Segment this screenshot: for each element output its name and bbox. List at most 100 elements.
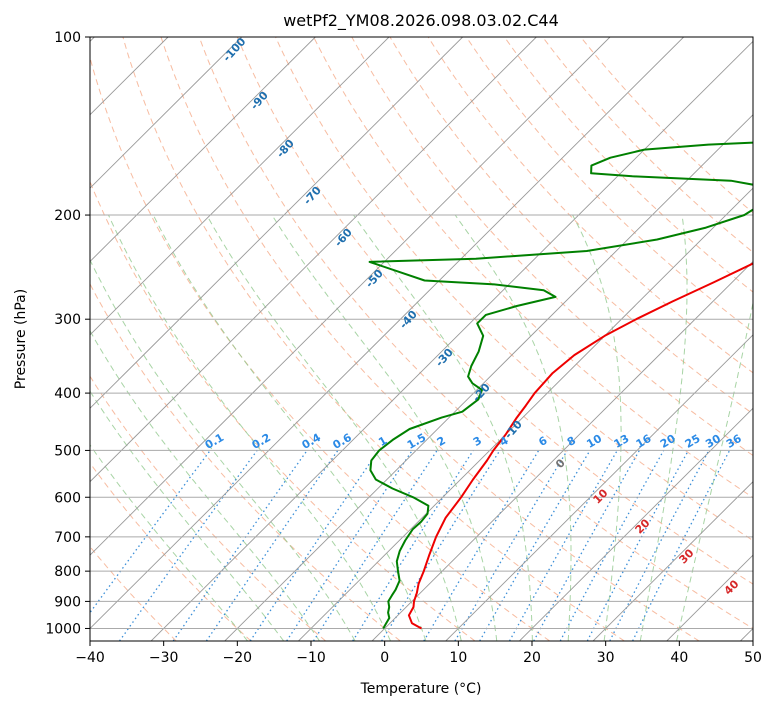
sounding-profiles: [368, 141, 753, 630]
x-tick-label: 0: [380, 650, 389, 666]
mixing-ratio-line: [632, 450, 731, 641]
line-labels: 0.1 0.2 0.4 0.6 1 1.5 2 3 4 6 8 10 13 16 20 25 30 36-100-…: [203, 35, 744, 598]
axes: −40 −30 −20 −10 0 10 20 30 40 5010020030040050060…: [45, 30, 762, 666]
x-tick-label: 50: [744, 650, 762, 666]
plot-frame: [89, 36, 754, 642]
mixing-ratio-line: [454, 450, 568, 641]
x-tick-label: −40: [75, 650, 105, 666]
plot-background-lines: [90, 37, 753, 641]
dry-adiabat-label: -100: [220, 35, 248, 64]
mixing-ratio-line: [172, 450, 308, 641]
moist-adiabat-line: [108, 214, 391, 641]
mixing-ratio-line: [205, 450, 339, 641]
mixing-ratio-label: 20: [658, 432, 678, 451]
dry-adiabat-label: -40: [397, 308, 420, 332]
dry-adiabat-line: [503, 37, 753, 293]
moist-adiabat-line: [353, 214, 533, 641]
moist-adiabat-line: [572, 214, 622, 641]
x-tick-label: 40: [670, 650, 688, 666]
moist-adiabat-line: [90, 258, 356, 641]
mixing-ratio-line: [249, 450, 380, 641]
dry-adiabat-line: [313, 37, 753, 499]
dry-adiabat-line: [90, 282, 401, 641]
y-tick-label: 700: [54, 530, 81, 546]
mixing-ratio-label: 2: [435, 434, 448, 449]
moist-adiabat-line: [454, 214, 572, 641]
dry-adiabat-line: [236, 37, 753, 585]
moist-adiabat-line: [90, 329, 320, 641]
isotherm-line: [592, 481, 753, 641]
isotherm-line: [445, 334, 753, 641]
mixing-ratio-line: [423, 450, 540, 641]
mixing-ratio-label: 0.6: [330, 431, 354, 452]
y-tick-label: 400: [54, 386, 81, 402]
dry-adiabat-line: [465, 37, 753, 333]
isotherm-line: [90, 37, 611, 556]
dry-adiabat-line: [275, 37, 753, 542]
y-tick-label: 600: [54, 490, 81, 506]
dry-adiabat-label: -80: [274, 137, 297, 161]
mixing-ratio-label: 0.4: [300, 431, 324, 452]
mixing-ratio-label: 6: [536, 434, 549, 449]
mixing-ratio-label: 1: [376, 434, 389, 449]
y-tick-label: 1000: [45, 621, 81, 637]
mixing-ratio-label: 16: [634, 432, 654, 451]
mixing-ratio-line: [286, 450, 413, 641]
mixing-ratio-line: [586, 450, 689, 641]
temperature-profile-line: [407, 262, 753, 630]
x-tick-label: 30: [597, 650, 615, 666]
isotherm-line: [90, 37, 390, 336]
isotherm-line: [90, 37, 243, 189]
mixing-ratio-line: [381, 450, 501, 641]
y-tick-label: 300: [54, 312, 81, 328]
mixing-ratio-label: 3: [471, 434, 484, 449]
moist-adiabat-line: [90, 390, 285, 641]
dry-adiabat-line: [198, 37, 753, 630]
mixing-ratio-line: [118, 450, 258, 641]
y-tick-label: 800: [54, 564, 81, 580]
isotherm-line: [519, 407, 753, 641]
x-tick-label: −20: [223, 650, 253, 666]
dry-adiabat-label: -50: [363, 267, 386, 291]
isotherm-line: [90, 37, 464, 409]
isotherm-line: [90, 37, 316, 263]
isotherm-line: [224, 114, 753, 641]
moist-adiabat-label: 10: [591, 486, 611, 506]
x-tick-label: 20: [523, 650, 541, 666]
mixing-ratio-label: 25: [683, 432, 703, 451]
y-tick-label: 100: [54, 30, 81, 46]
moist-adiabat-line: [639, 214, 688, 641]
dry-adiabat-label: -30: [433, 346, 456, 370]
mixing-ratio-line: [352, 450, 474, 641]
y-tick-label: 200: [54, 208, 81, 224]
dry-adiabat-label: -70: [301, 184, 324, 208]
mixing-ratio-label: 10: [584, 432, 604, 451]
x-tick-label: 10: [449, 650, 467, 666]
dry-adiabat-line: [90, 180, 476, 641]
mixing-ratio-label: 1.5: [405, 431, 428, 452]
moist-adiabat-line: [206, 214, 462, 641]
dry-adiabat-line: [351, 37, 753, 457]
mixing-ratio-label: 0.2: [250, 431, 273, 452]
mixing-ratio-label: 0.1: [203, 431, 226, 452]
dry-adiabat-label: 0: [553, 456, 568, 471]
dry-adiabat-line: [122, 37, 625, 641]
dewpoint-profile-line: [368, 141, 753, 629]
dry-adiabat-line: [90, 462, 252, 641]
dry-adiabat-line: [160, 37, 700, 641]
moist-adiabat-line: [90, 444, 248, 641]
dry-adiabat-line: [90, 55, 550, 641]
isotherm-line: [90, 37, 685, 630]
x-axis-label: Temperature (°C): [360, 681, 482, 697]
moist-adiabat-label: 40: [722, 577, 742, 597]
x-tick-label: −30: [149, 650, 179, 666]
mixing-ratio-line: [559, 450, 665, 641]
dry-adiabat-line: [389, 37, 753, 415]
moist-adiabat-line: [676, 300, 753, 641]
moist-adiabat-line: [271, 214, 498, 641]
x-tick-label: −10: [296, 650, 326, 666]
moist-adiabat-label: 20: [633, 516, 653, 536]
y-axis-label: Pressure (hPa): [13, 289, 29, 389]
moist-adiabat-line: [152, 214, 427, 641]
